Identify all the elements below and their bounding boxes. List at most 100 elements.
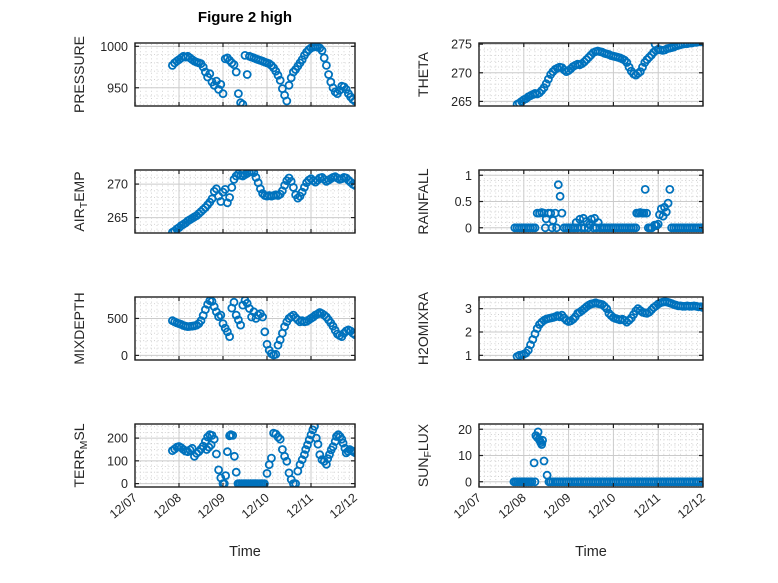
data-point [644,52,654,62]
axis-box [134,296,356,361]
data-point [245,170,254,177]
data-points [167,297,355,360]
data-point [238,300,248,310]
x-tick-label: 12/12 [327,491,360,522]
data-point [350,96,355,106]
y-tick-label: 0 [121,349,128,363]
x-axis-title-right: Time [575,544,607,560]
figure-title: Figure 2 high [197,9,293,26]
x-tick-label: 12/10 [585,491,618,522]
data-point [273,432,283,442]
data-point [538,435,547,445]
y-tick-label: 0 [121,477,128,491]
data-point [620,55,629,65]
data-point [236,98,245,106]
data-point [535,88,544,98]
data-point [255,184,265,194]
data-point [229,60,239,69]
y-tick-label: 265 [107,211,128,225]
minor-grid [136,425,354,486]
data-point [350,330,355,340]
data-point [642,55,652,64]
y-tick-label: 0.5 [455,195,472,209]
data-point [219,479,229,487]
axis-box [134,169,356,234]
data-point [280,322,290,332]
x-tick-label: 12/07 [107,491,140,522]
data-point [600,301,609,311]
data-point [218,319,228,329]
subplot-theta: 265 270 275 THETA [415,38,704,109]
y-tick-label: 20 [458,423,472,437]
y-tick-labels: 1 2 3 [465,302,472,363]
data-point [231,467,241,477]
data-point [602,304,612,314]
x-tick-label: 12/11 [631,491,663,521]
y-tick-label: 1 [465,349,472,363]
data-point [624,315,634,325]
y-tick-label: 270 [107,178,128,192]
data-point [209,434,219,444]
x-tick-label: 12/08 [151,491,184,522]
data-point [321,459,331,469]
axis-box [478,42,704,107]
data-point [530,223,540,233]
data-point [553,180,563,190]
data-point [529,458,539,468]
data-point [324,70,334,79]
data-point [275,75,285,85]
axis-ticks [134,43,356,106]
data-point [663,198,673,208]
y-tick-label: 0 [465,221,472,235]
data-point [696,43,703,47]
data-point [317,46,327,55]
data-point [653,219,663,229]
x-tick-labels: 12/07 12/08 12/09 12/10 12/11 12/12 [107,491,360,522]
data-point [280,180,290,190]
data-point [579,57,589,67]
data-point [233,89,243,98]
y-axis-label: SUNFLUX [415,423,434,487]
axis-box [478,296,704,361]
data-point [216,80,226,89]
data-point [323,454,333,464]
axis-ticks [478,43,704,106]
subplot-sun_flux: 0 10 20 12/07 12/08 12/09 12/10 12/11 12/12 SUNFL… [415,423,708,522]
data-point [200,67,210,77]
data-point [313,439,323,449]
data-point [198,62,208,72]
y-tick-label: 10 [458,449,472,463]
y-tick-label: 100 [107,454,128,468]
axis-ticks [478,424,704,487]
x-tick-label: 12/08 [496,491,529,522]
data-point [303,440,312,450]
data-point [582,55,591,64]
data-point [231,310,241,320]
data-point [249,170,259,178]
data-point [282,456,292,466]
axis-ticks [478,170,704,233]
data-point [222,447,232,457]
data-point [301,445,311,454]
data-point [273,70,283,80]
data-point [238,99,248,106]
data-point [225,332,235,342]
data-point [337,434,347,444]
data-point [665,184,675,194]
y-tick-label: 0 [465,475,472,489]
data-point [698,303,703,312]
data-point [635,67,645,76]
data-point [231,67,241,77]
y-tick-label: 2 [465,326,472,340]
data-point [315,450,325,460]
data-point [291,479,300,487]
data-point [275,434,285,444]
subplot-mixdepth: 0 500 MIXDEPTH [71,292,356,365]
data-point [216,310,226,320]
data-point [293,193,303,203]
subplot-terr_msl: 0 100 200 12/07 12/08 12/09 12/10 12/11 12/12 TER… [71,423,360,522]
data-point [295,460,305,470]
y-tick-labels: 00.51 [455,169,472,236]
data-point [218,89,228,98]
